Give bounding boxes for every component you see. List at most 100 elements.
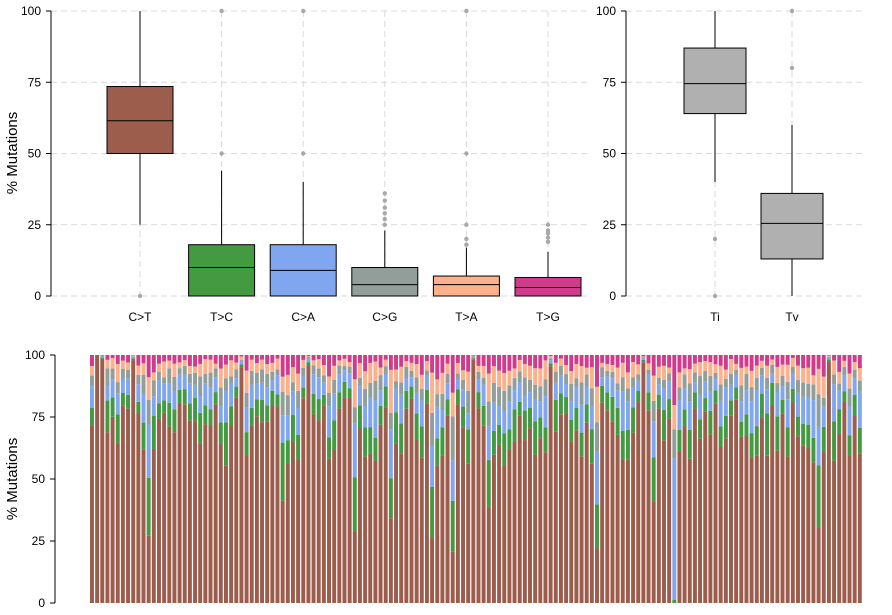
outlier-point-T>A xyxy=(464,222,469,227)
stacked-bar-sample xyxy=(471,355,476,603)
bar-segment-C>T xyxy=(589,463,594,603)
stacked-bar-sample xyxy=(651,355,656,603)
bar-segment-C>A xyxy=(749,401,754,434)
bar-segment-C>G xyxy=(254,372,259,384)
bar-segment-C>A xyxy=(662,388,666,411)
stacked-bar-sample xyxy=(811,355,816,603)
bar-segment-C>T xyxy=(723,438,728,603)
bar-segment-C>T xyxy=(213,404,218,603)
bar-segment-C>A xyxy=(548,360,553,364)
bar-segment-C>T xyxy=(775,450,780,603)
bar-segment-C>G xyxy=(265,374,270,388)
bar-segment-T>A xyxy=(579,366,584,383)
bar-segment-C>A xyxy=(234,378,239,387)
bar-segment-T>C xyxy=(399,423,404,454)
box-T>C xyxy=(188,244,256,297)
bar-segment-T>C xyxy=(636,391,641,403)
y-tick-label: 25 xyxy=(28,218,42,232)
y-axis-label: % Mutations xyxy=(4,438,21,521)
bar-segment-T>A xyxy=(512,368,517,379)
bar-segment-T>C xyxy=(605,392,610,411)
bar-segment-C>T xyxy=(466,463,471,603)
stacked-bar-sample xyxy=(466,355,471,603)
bar-segment-T>C xyxy=(409,386,414,399)
bar-segment-T>C xyxy=(857,427,862,454)
bar-segment-C>A xyxy=(388,429,393,479)
bar-segment-C>G xyxy=(713,372,718,380)
bar-segment-T>A xyxy=(481,365,486,379)
bar-segment-T>A xyxy=(254,363,259,373)
stacked-bar-sample xyxy=(223,355,228,603)
bar-segment-C>A xyxy=(682,388,687,410)
bar-segment-T>G xyxy=(672,355,677,406)
bar-segment-T>A xyxy=(538,368,543,387)
bar-segment-T>C xyxy=(296,434,301,461)
outlier-point-C>G xyxy=(382,222,387,227)
bar-segment-T>A xyxy=(692,363,697,373)
bar-segment-C>G xyxy=(677,387,682,401)
outlier-point-Ti xyxy=(712,236,718,242)
bar-segment-T>C xyxy=(656,394,661,409)
bar-segment-T>C xyxy=(455,389,460,405)
stacked-bar-sample xyxy=(677,355,682,603)
bar-segment-C>A xyxy=(450,460,455,501)
bar-segment-T>A xyxy=(409,362,414,372)
bar-segment-T>A xyxy=(486,373,491,402)
bar-segment-C>T xyxy=(198,443,203,603)
bar-segment-T>A xyxy=(636,364,641,375)
outlier-point-C>G xyxy=(382,216,387,222)
bar-segment-C>G xyxy=(182,365,187,375)
stacked-bar-sample xyxy=(95,355,100,603)
bar-segment-C>T xyxy=(399,453,404,603)
bar-segment-T>C xyxy=(182,389,187,405)
bar-segment-T>C xyxy=(687,429,692,459)
stacked-bar-sample xyxy=(218,355,223,603)
bar-segment-C>A xyxy=(538,401,543,418)
bar-segment-C>T xyxy=(816,527,821,603)
stacked-bar-sample xyxy=(780,355,785,603)
bar-segment-T>G xyxy=(193,355,198,367)
bar-segment-C>G xyxy=(373,380,378,401)
y-tick-label: 100 xyxy=(25,348,45,362)
stacked-bar-sample xyxy=(641,355,646,603)
bar-segment-C>T xyxy=(141,449,146,603)
bar-segment-T>G xyxy=(667,355,672,368)
bar-segment-T>C xyxy=(481,405,486,426)
bar-segment-T>A xyxy=(790,357,795,368)
bar-segment-T>C xyxy=(234,386,239,398)
y-tick-label: 75 xyxy=(32,410,46,424)
bar-segment-C>G xyxy=(290,382,295,392)
outlier-point-T>A xyxy=(464,8,469,14)
bar-segment-T>G xyxy=(182,355,187,361)
outlier-point-Tv xyxy=(789,8,795,14)
bar-segment-T>G xyxy=(450,355,455,393)
bar-segment-T>G xyxy=(842,355,847,361)
bar-segment-T>G xyxy=(466,355,471,372)
bar-segment-T>A xyxy=(564,365,569,375)
stacked-bar-sample xyxy=(625,355,630,603)
bar-segment-T>C xyxy=(213,392,218,405)
bar-segment-T>C xyxy=(620,430,625,460)
bar-segment-C>T xyxy=(316,420,321,603)
bar-segment-C>G xyxy=(662,380,666,389)
bar-segment-C>A xyxy=(414,392,419,414)
bar-segment-T>G xyxy=(321,355,326,366)
bar-segment-T>A xyxy=(105,359,110,369)
bar-segment-T>C xyxy=(332,420,337,450)
stacked-bar-sample xyxy=(290,355,295,603)
bar-segment-T>G xyxy=(739,355,744,368)
box-Ti xyxy=(683,47,747,115)
bar-segment-C>A xyxy=(507,401,512,430)
stacked-bar-sample xyxy=(687,355,692,603)
bar-segment-T>G xyxy=(115,355,120,365)
bar-segment-T>A xyxy=(455,362,460,374)
bar-segment-C>G xyxy=(311,365,316,375)
stacked-bar-sample xyxy=(342,355,347,603)
bar-segment-C>T xyxy=(600,402,605,603)
bar-segment-T>G xyxy=(765,355,770,366)
bar-segment-T>A xyxy=(244,370,249,393)
bar-segment-T>G xyxy=(229,355,234,361)
x-tick-label-C>T: C>T xyxy=(128,310,152,324)
bar-segment-C>A xyxy=(327,406,331,438)
bar-segment-C>A xyxy=(430,445,435,487)
